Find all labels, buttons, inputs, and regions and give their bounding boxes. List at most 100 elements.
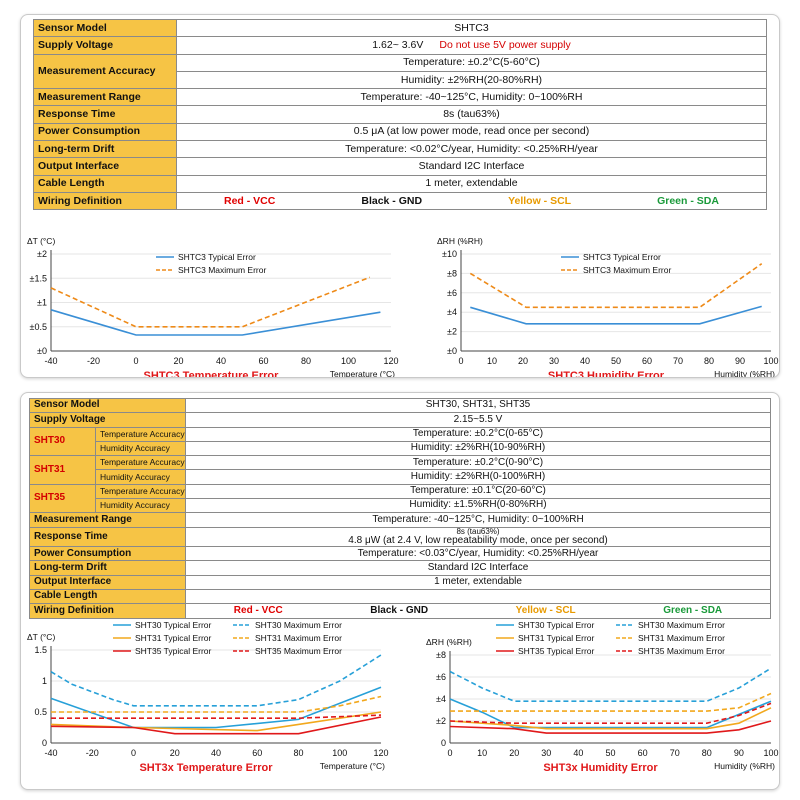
row-label: Cable Length <box>33 174 177 193</box>
wire-gnd: Black - GND <box>361 194 423 207</box>
wire-gnd: Black - GND <box>370 604 429 616</box>
table-row: Supply Voltage 1.62~ 3.6V Do not use 5V p… <box>33 36 767 55</box>
x-tick-label: -40 <box>44 356 57 366</box>
x-tick-label: 20 <box>518 356 528 366</box>
y-tick-label: ±0 <box>447 346 457 356</box>
output-interface-value: Standard I2C Interface <box>176 157 767 176</box>
y-tick-label: ±6 <box>447 288 457 298</box>
row-label: Response Time <box>28 526 187 548</box>
table-row: Humidity Accuracy Humidity: ±2%RH(10-90%… <box>30 440 771 457</box>
response-time-note: 8s (tau63%) <box>456 527 500 536</box>
series-line <box>50 276 371 328</box>
chart-caption: SHTC3 Temperature Error <box>144 370 280 378</box>
x-tick-label: 60 <box>638 748 648 758</box>
row-label: Power Consumption <box>28 546 187 562</box>
drift-value: Temperature: <0.03°C/year, Humidity: <0.… <box>185 546 771 562</box>
wire-vcc: Red - VCC <box>233 604 283 616</box>
wire-scl: Yellow - SCL <box>515 604 576 616</box>
x-tick-label: 40 <box>580 356 590 366</box>
table-row: Measurement Range Temperature: -40~125°C… <box>33 88 767 107</box>
legend-label: SHT35 Typical Error <box>135 646 212 656</box>
shtc3-spec-card: Sensor Model SHTC3 Supply Voltage 1.62~ … <box>20 14 780 378</box>
y-tick-label: ±1 <box>37 298 47 308</box>
x-tick-label: 60 <box>252 748 262 758</box>
cable-length-value: 1 meter, extendable <box>176 174 767 193</box>
y-tick-label: ±6 <box>436 672 446 682</box>
table-row: Supply Voltage 2.15~5.5 V <box>28 412 771 428</box>
x-tick-label: 0 <box>131 748 136 758</box>
row-label: Output Interface <box>33 157 177 176</box>
legend-label: SHT30 Maximum Error <box>255 620 342 630</box>
series-line <box>449 720 772 734</box>
measurement-range-value: Temperature: -40~125°C, Humidity: 0~100%… <box>185 512 771 528</box>
wiring-definition-value: Red - VCC Black - GND Yellow - SCL Green… <box>185 603 771 619</box>
measurement-range-value: Temperature: -40~125°C, Humidity: 0~100%… <box>176 88 767 107</box>
cable-value: 1 meter, extendable <box>185 574 771 591</box>
x-tick-label: 20 <box>173 356 183 366</box>
response-time-value: 8s (tau63%) <box>176 105 767 124</box>
row-label: Output Interface <box>28 574 187 591</box>
series-line <box>50 654 382 707</box>
row-label: Measurement Accuracy <box>33 53 177 90</box>
table-row: SHT31 Temperature Accuracy Temperature: … <box>29 455 771 485</box>
legend-label: SHT31 Maximum Error <box>638 633 725 643</box>
legend-label: SHT35 Typical Error <box>518 646 595 656</box>
table-row: Long-term Drift Temperature: <0.02°C/yea… <box>33 140 767 159</box>
x-tick-label: 20 <box>509 748 519 758</box>
x-tick-label: -20 <box>87 356 100 366</box>
y-tick-label: 0 <box>441 738 446 748</box>
table-row: Output Interface Standard I2C Interface <box>33 157 767 176</box>
row-label: Wiring Definition <box>28 603 187 619</box>
table-row: Cable Length 1 meter, extendable <box>33 174 767 193</box>
series-line <box>450 692 772 712</box>
sensor-model-value: SHT30, SHT31, SHT35 <box>185 397 771 414</box>
x-tick-label: 100 <box>763 748 778 758</box>
x-tick-label: 80 <box>704 356 714 366</box>
x-axis-label: Temperature (°C) <box>330 369 395 378</box>
table-row: Humidity: ±2%RH(20-80%RH) <box>34 70 767 90</box>
x-axis-label: Temperature (°C) <box>320 761 385 771</box>
legend-label: SHTC3 Maximum Error <box>583 265 671 275</box>
series-line <box>469 263 763 309</box>
x-tick-label: 30 <box>541 748 551 758</box>
sub-label: Humidity Accuracy <box>94 498 187 514</box>
table-row: Humidity Accuracy Humidity: ±2%RH(0-100%… <box>30 469 771 485</box>
series-line <box>449 707 772 730</box>
table-row: SHT30 Temperature Accuracy Temperature: … <box>29 426 771 457</box>
legend-label: SHT35 Maximum Error <box>255 646 342 656</box>
chart-caption: SHT3x Temperature Error <box>139 762 273 774</box>
voltage-range: 1.62~ 3.6V <box>372 38 424 51</box>
y-tick-label: ±0.5 <box>30 322 47 332</box>
y-tick-label: ±4 <box>447 307 457 317</box>
long-term-drift-value: Temperature: <0.02°C/year, Humidity: <0.… <box>176 140 767 159</box>
x-tick-label: 100 <box>332 748 347 758</box>
x-tick-label: 60 <box>258 356 268 366</box>
y-tick-label: ±8 <box>447 268 457 278</box>
row-label: Sensor Model <box>33 18 177 38</box>
sub-label: Temperature Accuracy <box>94 483 187 500</box>
row-label: Long-term Drift <box>28 560 187 576</box>
y-axis-label: ΔRH (%RH) <box>426 637 472 647</box>
x-tick-label: 40 <box>216 356 226 366</box>
x-tick-label: 40 <box>211 748 221 758</box>
x-tick-label: 10 <box>477 748 487 758</box>
y-tick-label: ±2 <box>37 249 47 259</box>
sub-label: Humidity Accuracy <box>94 440 187 457</box>
chart-caption: SHTC3 Humidity Error <box>548 370 665 378</box>
row-label: Supply Voltage <box>33 36 177 55</box>
x-tick-label: 100 <box>763 356 778 366</box>
series-line <box>51 695 382 713</box>
x-tick-label: 80 <box>293 748 303 758</box>
row-label: Measurement Range <box>28 512 187 528</box>
table-row: Response Time 8s (tau63%) <box>33 105 767 124</box>
table-row: Power Consumption Temperature: <0.03°C/y… <box>28 546 771 562</box>
x-axis-label: Humidity (%RH) <box>714 761 775 771</box>
shtc3-temperature-error-chart: ±0 ±0.5 ±1 ±1.5 ±2 -40 -20 0 20 40 60 80 100 120 ΔT (°… <box>27 236 399 378</box>
series-line <box>449 702 772 724</box>
y-axis-label: ΔT (°C) <box>27 236 55 246</box>
y-tick-label: ±4 <box>436 694 446 704</box>
x-tick-label: 90 <box>735 356 745 366</box>
legend-label: SHT30 Typical Error <box>518 620 595 630</box>
x-tick-label: 20 <box>170 748 180 758</box>
legend-label: SHT31 Typical Error <box>135 633 212 643</box>
